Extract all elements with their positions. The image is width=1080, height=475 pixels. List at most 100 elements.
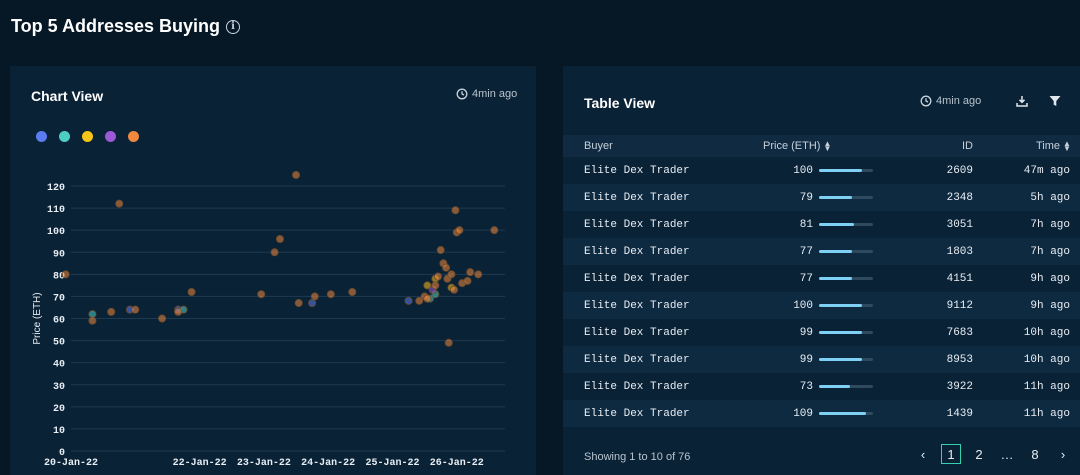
id-cell[interactable]: 2348 [873,184,973,211]
price-cell: 79 [763,184,873,211]
price-bar-fill [819,358,862,361]
next-page-button[interactable]: › [1060,446,1066,462]
price-bar-fill [819,169,863,172]
data-point [444,338,453,347]
data-point [463,276,472,285]
data-point [348,287,357,296]
table-row[interactable]: Elite Dex Trader 73 3922 11h ago [563,373,1080,400]
y-tick-label: 20 [53,404,65,415]
chart-updated-text: 4min ago [472,88,518,100]
y-axis-label: Price (ETH) [32,292,43,344]
id-cell[interactable]: 4151 [873,265,973,292]
buyer-cell[interactable]: Elite Dex Trader [563,373,763,400]
buyer-cell[interactable]: Elite Dex Trader [563,265,763,292]
x-tick-label: 24-Jan-22 [301,458,355,469]
id-cell[interactable]: 8953 [873,346,973,373]
id-cell[interactable]: 9112 [873,292,973,319]
data-point [450,285,459,294]
page-title: Top 5 Addresses Buying i [11,16,241,37]
price-bar [819,358,873,361]
table-row[interactable]: Elite Dex Trader 77 1803 7h ago [563,238,1080,265]
price-bar [819,277,873,280]
price-bar [819,412,873,415]
price-cell: 77 [763,265,873,292]
download-icon[interactable] [1015,94,1029,108]
data-point [257,290,266,299]
data-point [415,296,424,305]
price-cell: 109 [763,400,873,427]
table-row[interactable]: Elite Dex Trader 81 3051 7h ago [563,211,1080,238]
price-bar [819,385,873,388]
sort-icon[interactable]: ▲ ▼ [823,139,832,154]
id-cell[interactable]: 7683 [873,319,973,346]
table-row[interactable]: Elite Dex Trader 99 7683 10h ago [563,319,1080,346]
id-cell[interactable]: 2609 [873,157,973,184]
data-point [115,199,124,208]
table-row[interactable]: Elite Dex Trader 100 9112 9h ago [563,292,1080,319]
data-point [308,299,317,308]
data-point [275,234,284,243]
info-icon[interactable]: i [226,19,241,34]
price-bar-fill [819,250,852,253]
buyer-cell[interactable]: Elite Dex Trader [563,319,763,346]
table-row[interactable]: Elite Dex Trader 100 2609 47m ago [563,157,1080,184]
buyer-cell[interactable]: Elite Dex Trader [563,184,763,211]
y-tick-label: 110 [47,205,65,216]
column-header-buyer[interactable]: Buyer [563,135,763,157]
data-point [447,270,456,279]
column-header-time[interactable]: Time ▲ ▼ [973,135,1080,157]
sort-icon[interactable]: ▲ ▼ [1063,139,1071,154]
buyer-cell[interactable]: Elite Dex Trader [563,292,763,319]
buyer-cell[interactable]: Elite Dex Trader [563,238,763,265]
page-8-button[interactable]: 8 [1031,446,1039,462]
column-header-price[interactable]: Price (ETH) ▲ ▼ [763,135,873,157]
table-row[interactable]: Elite Dex Trader 79 2348 5h ago [563,184,1080,211]
price-bar [819,250,873,253]
price-bar-fill [819,277,852,280]
column-header-id[interactable]: ID [873,135,973,157]
prev-page-button[interactable]: ‹ [920,446,926,462]
legend-item-4[interactable] [105,131,116,142]
filter-icon[interactable] [1048,94,1062,108]
legend-item-1[interactable] [36,131,47,142]
buyer-cell[interactable]: Elite Dex Trader [563,211,763,238]
id-cell[interactable]: 1439 [873,400,973,427]
id-cell[interactable]: 3051 [873,211,973,238]
page-1-button[interactable]: 1 [941,444,961,464]
buyer-cell[interactable]: Elite Dex Trader [563,157,763,184]
price-value: 79 [799,191,813,204]
buyer-cell[interactable]: Elite Dex Trader [563,400,763,427]
data-point [474,270,483,279]
chart-view-title: Chart View [31,88,104,104]
data-point [326,290,335,299]
page-2-button[interactable]: 2 [975,446,983,462]
id-cell[interactable]: 1803 [873,238,973,265]
chart-legend [36,131,139,142]
legend-item-5[interactable] [128,131,139,142]
id-cell[interactable]: 3922 [873,373,973,400]
data-point [88,310,97,319]
table-row[interactable]: Elite Dex Trader 77 4151 9h ago [563,265,1080,292]
price-value: 77 [799,272,813,285]
time-cell: 7h ago [973,211,1080,238]
price-cell: 100 [763,292,873,319]
x-tick-label: 26-Jan-22 [430,458,484,469]
table-row[interactable]: Elite Dex Trader 109 1439 11h ago [563,400,1080,427]
time-cell: 11h ago [973,400,1080,427]
buyer-cell[interactable]: Elite Dex Trader [563,346,763,373]
y-tick-label: 120 [47,183,65,194]
y-tick-label: 60 [53,316,65,327]
data-point [451,206,460,215]
chart-last-updated: 4min ago [456,88,517,100]
price-value: 73 [799,380,813,393]
pagination-ellipsis: … [1000,446,1014,462]
column-header-time-label: Time [1035,140,1060,152]
price-bar-fill [819,385,851,388]
price-bar [819,223,873,226]
legend-item-2[interactable] [59,131,70,142]
legend-item-3[interactable] [82,131,93,142]
price-value: 77 [799,245,813,258]
data-point [61,270,70,279]
data-point [88,316,97,325]
table-row[interactable]: Elite Dex Trader 99 8953 10h ago [563,346,1080,373]
